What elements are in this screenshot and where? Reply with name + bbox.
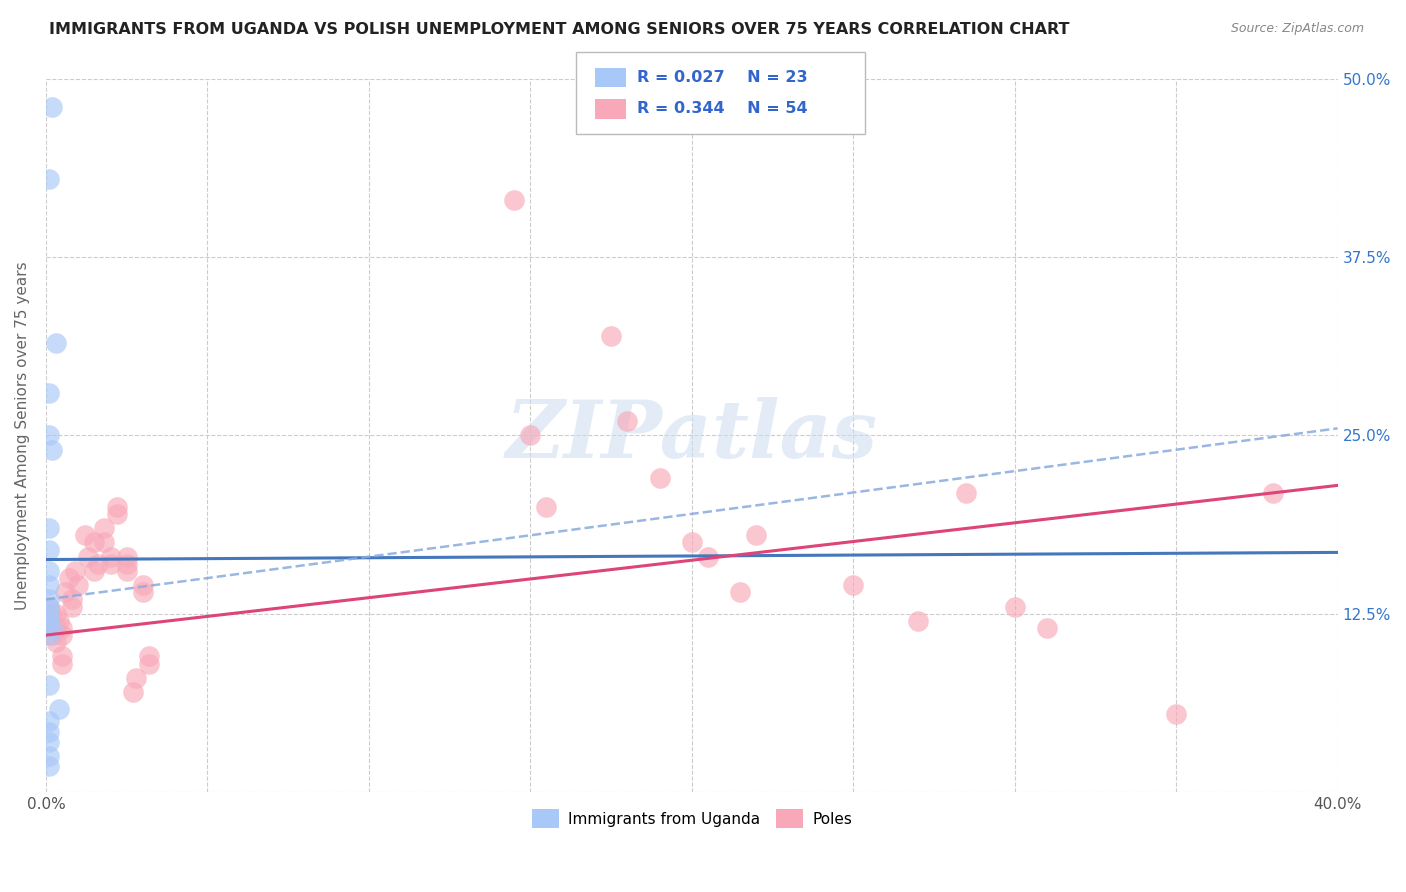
Point	[53, 585, 76, 599]
Point	[125, 671, 148, 685]
Point	[38, 564, 60, 578]
Point	[45, 621, 67, 635]
Point	[86, 557, 108, 571]
Point	[38, 592, 60, 607]
Point	[100, 557, 122, 571]
Point	[38, 735, 60, 749]
Point	[132, 578, 155, 592]
Point	[132, 585, 155, 599]
Point	[600, 328, 623, 343]
Point	[38, 599, 60, 614]
Point	[41, 442, 63, 457]
Point	[122, 685, 145, 699]
Point	[41, 607, 63, 621]
Point	[138, 649, 160, 664]
Point	[45, 607, 67, 621]
Point	[1036, 621, 1059, 635]
Point	[38, 628, 60, 642]
Point	[51, 649, 73, 664]
Point	[63, 564, 86, 578]
Point	[503, 193, 526, 207]
Point	[60, 599, 83, 614]
Point	[728, 585, 751, 599]
Point	[83, 564, 105, 578]
Point	[48, 702, 70, 716]
Point	[115, 557, 138, 571]
Point	[115, 549, 138, 564]
Text: R = 0.344    N = 54: R = 0.344 N = 54	[637, 102, 807, 116]
Point	[38, 385, 60, 400]
Point	[38, 428, 60, 442]
Point	[616, 414, 638, 428]
Text: Source: ZipAtlas.com: Source: ZipAtlas.com	[1230, 22, 1364, 36]
Point	[58, 571, 80, 585]
Point	[38, 614, 60, 628]
Point	[41, 628, 63, 642]
Point	[907, 614, 929, 628]
Point	[38, 678, 60, 692]
Point	[38, 759, 60, 773]
Point	[648, 471, 671, 485]
Point	[38, 749, 60, 764]
Point	[105, 507, 128, 521]
Point	[38, 578, 60, 592]
Legend: Immigrants from Uganda, Poles: Immigrants from Uganda, Poles	[526, 804, 858, 834]
Point	[51, 657, 73, 671]
Point	[955, 485, 977, 500]
Point	[38, 607, 60, 621]
Point	[681, 535, 703, 549]
Point	[38, 599, 60, 614]
Point	[115, 564, 138, 578]
Point	[48, 614, 70, 628]
Point	[77, 549, 100, 564]
Point	[745, 528, 768, 542]
Point	[138, 657, 160, 671]
Point	[67, 578, 90, 592]
Point	[51, 628, 73, 642]
Point	[536, 500, 558, 514]
Point	[45, 335, 67, 350]
Point	[100, 549, 122, 564]
Point	[842, 578, 865, 592]
Point	[73, 528, 96, 542]
Point	[38, 725, 60, 739]
Point	[105, 500, 128, 514]
Point	[93, 521, 115, 535]
Point	[51, 621, 73, 635]
Text: ZIPatlas: ZIPatlas	[506, 397, 877, 475]
Point	[60, 592, 83, 607]
Point	[1166, 706, 1188, 721]
Point	[93, 535, 115, 549]
Point	[38, 171, 60, 186]
Point	[38, 521, 60, 535]
Point	[519, 428, 541, 442]
Point	[38, 714, 60, 728]
Point	[1004, 599, 1026, 614]
Text: IMMIGRANTS FROM UGANDA VS POLISH UNEMPLOYMENT AMONG SENIORS OVER 75 YEARS CORREL: IMMIGRANTS FROM UGANDA VS POLISH UNEMPLO…	[49, 22, 1070, 37]
Point	[83, 535, 105, 549]
Y-axis label: Unemployment Among Seniors over 75 years: Unemployment Among Seniors over 75 years	[15, 261, 30, 610]
Point	[41, 101, 63, 115]
Text: R = 0.027    N = 23: R = 0.027 N = 23	[637, 70, 807, 85]
Point	[45, 635, 67, 649]
Point	[41, 621, 63, 635]
Point	[38, 542, 60, 557]
Point	[1261, 485, 1284, 500]
Point	[697, 549, 720, 564]
